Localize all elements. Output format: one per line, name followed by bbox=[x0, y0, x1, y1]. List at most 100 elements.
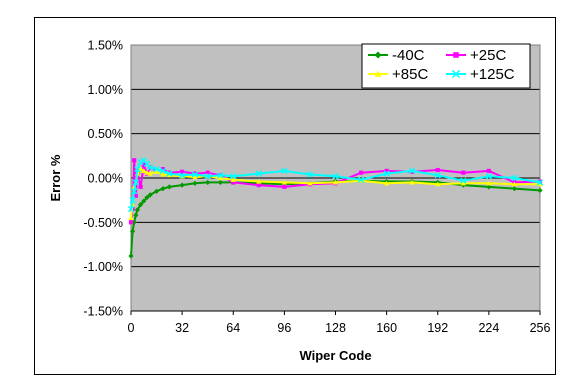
data-point bbox=[537, 187, 543, 194]
data-point bbox=[384, 168, 389, 173]
data-point bbox=[147, 170, 153, 176]
data-point bbox=[281, 179, 287, 185]
y-tick-label: 0.00% bbox=[88, 172, 123, 186]
data-point bbox=[153, 166, 160, 173]
legend-marker bbox=[453, 52, 459, 58]
legend-item: -40C bbox=[368, 47, 425, 64]
data-point bbox=[536, 179, 544, 186]
data-point bbox=[217, 179, 224, 186]
data-point bbox=[134, 166, 141, 173]
data-point bbox=[153, 169, 160, 174]
data-point bbox=[178, 172, 186, 179]
legend-item: +125C bbox=[446, 66, 515, 83]
x-tick-label: 0 bbox=[128, 321, 135, 335]
data-point bbox=[166, 170, 173, 177]
data-point bbox=[306, 171, 314, 178]
y-tick-label: 1.00% bbox=[88, 83, 123, 97]
data-point bbox=[511, 181, 518, 187]
y-axis-ticks: 1.50% 1.00% 0.50% 0.00% -0.50% -1.00% -1.50% bbox=[83, 39, 123, 319]
legend-marker bbox=[451, 69, 461, 79]
x-axis-ticks: 0 32 64 96 128 160 192 224 256 bbox=[128, 310, 551, 335]
data-point bbox=[256, 178, 262, 184]
data-point bbox=[217, 172, 224, 179]
data-point bbox=[128, 253, 134, 259]
data-point bbox=[147, 192, 153, 198]
data-point bbox=[179, 182, 185, 188]
data-point bbox=[141, 162, 146, 167]
data-point bbox=[486, 184, 492, 190]
data-point bbox=[409, 167, 416, 175]
data-point bbox=[132, 179, 139, 186]
x-tick-label: 160 bbox=[376, 321, 397, 335]
x-tick-label: 128 bbox=[325, 321, 346, 335]
data-point bbox=[231, 180, 236, 185]
legend-marker bbox=[374, 70, 382, 77]
legend-label: -40C bbox=[392, 47, 425, 64]
data-point bbox=[160, 171, 166, 177]
data-point bbox=[128, 215, 134, 220]
data-point bbox=[230, 173, 237, 180]
data-point bbox=[129, 228, 136, 234]
data-point bbox=[281, 167, 288, 175]
data-point bbox=[192, 180, 198, 186]
data-point bbox=[133, 193, 138, 198]
legend-label: +85C bbox=[392, 66, 428, 83]
y-tick-label: -0.50% bbox=[83, 216, 123, 230]
data-point bbox=[358, 170, 364, 175]
data-point bbox=[137, 202, 144, 208]
data-point bbox=[144, 194, 150, 201]
data-point bbox=[134, 207, 140, 213]
data-point bbox=[128, 220, 134, 225]
data-point bbox=[133, 212, 139, 218]
data-point bbox=[282, 184, 287, 189]
legend-label: +125C bbox=[470, 66, 515, 83]
y-axis-title: Error % bbox=[48, 154, 63, 201]
data-point bbox=[129, 197, 136, 204]
y-tick-label: 0.50% bbox=[88, 127, 123, 141]
y-tick-label: -1.50% bbox=[83, 305, 123, 319]
data-point bbox=[511, 174, 518, 182]
data-point bbox=[217, 175, 224, 181]
data-point bbox=[191, 171, 199, 178]
data-point bbox=[205, 170, 210, 175]
y-tick-label: -1.00% bbox=[83, 260, 123, 274]
data-point bbox=[537, 181, 543, 187]
legend-item: +85C bbox=[368, 66, 428, 83]
x-tick-label: 224 bbox=[478, 321, 499, 335]
data-point bbox=[307, 180, 313, 186]
data-point bbox=[357, 176, 365, 183]
series-layer bbox=[127, 157, 544, 259]
legend-box bbox=[361, 43, 531, 89]
data-point bbox=[409, 179, 415, 185]
data-point bbox=[230, 177, 236, 182]
data-point bbox=[144, 170, 150, 175]
data-point bbox=[141, 168, 147, 173]
data-point bbox=[192, 174, 198, 180]
data-point bbox=[485, 173, 493, 180]
x-tick-label: 256 bbox=[530, 321, 551, 335]
x-tick-label: 64 bbox=[226, 321, 240, 335]
x-tick-label: 96 bbox=[277, 321, 291, 335]
data-point bbox=[435, 167, 440, 173]
data-point bbox=[486, 180, 492, 186]
x-axis-title: Wiper Code bbox=[299, 348, 371, 363]
data-point bbox=[138, 184, 143, 189]
data-point bbox=[160, 167, 166, 172]
legend-label: +25C bbox=[470, 47, 506, 64]
data-point bbox=[159, 167, 167, 175]
data-point bbox=[180, 169, 185, 174]
data-point bbox=[511, 186, 518, 192]
data-point bbox=[141, 198, 147, 204]
data-point bbox=[160, 186, 166, 192]
data-point bbox=[147, 164, 154, 171]
legend-item: +25C bbox=[446, 47, 506, 64]
data-point bbox=[131, 188, 138, 195]
data-point bbox=[204, 173, 211, 180]
y-tick-label: 1.50% bbox=[88, 39, 123, 53]
data-point bbox=[460, 180, 466, 186]
data-point bbox=[434, 172, 441, 179]
legend: -40C +25C +85C +125C bbox=[361, 43, 531, 89]
data-point bbox=[461, 170, 466, 175]
data-point bbox=[332, 179, 339, 185]
